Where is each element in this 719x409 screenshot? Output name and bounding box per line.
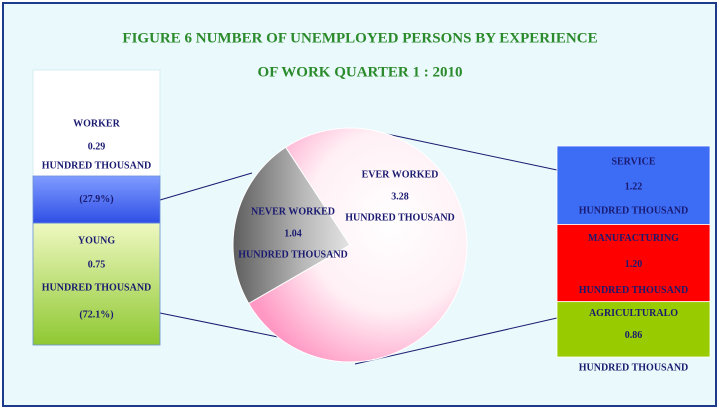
chart-title: FIGURE 6 NUMBER OF UNEMPLOYED PERSONS BY… xyxy=(122,30,597,46)
segment-label: AGRICULTURALO xyxy=(589,308,678,319)
pie-slice xyxy=(247,127,468,363)
segment-percent: (27.9%) xyxy=(79,194,113,205)
segment-value: 0.29 xyxy=(88,141,106,152)
segment-value: 0.75 xyxy=(88,259,106,270)
slice-unit: HUNDRED THOUSAND xyxy=(238,249,348,260)
segment-unit: HUNDRED THOUSAND xyxy=(579,205,689,216)
bar-segment xyxy=(32,222,161,346)
segment-unit: HUNDRED THOUSAND xyxy=(579,362,689,373)
bar-segment xyxy=(556,224,711,303)
bar-segment xyxy=(32,175,161,224)
slice-label: NEVER WORKED xyxy=(251,206,335,217)
slice-unit: HUNDRED THOUSAND xyxy=(345,212,455,223)
segment-label: YOUNG xyxy=(78,235,115,246)
segment-unit: HUNDRED THOUSAND xyxy=(42,282,152,293)
connector xyxy=(381,132,558,171)
slice-value: 3.28 xyxy=(391,191,409,202)
segment-percent: (72.1%) xyxy=(79,309,113,320)
segment-unit: HUNDRED THOUSAND xyxy=(579,285,689,296)
segment-value: 1.20 xyxy=(625,259,643,270)
segment-label: SERVICE xyxy=(611,156,655,167)
slice-value: 1.04 xyxy=(284,228,302,239)
connector xyxy=(159,312,279,338)
pie-slice xyxy=(232,146,351,305)
chart-title: OF WORK QUARTER 1 : 2010 xyxy=(258,64,463,80)
connector xyxy=(354,317,558,365)
segment-label: WORKER xyxy=(73,118,120,129)
bar-segment xyxy=(556,301,711,358)
bar-segment xyxy=(556,145,711,225)
segment-label: MANUFACTURING xyxy=(588,233,679,244)
segment-value: 1.22 xyxy=(625,181,643,192)
segment-value: 0.86 xyxy=(625,330,643,341)
connector xyxy=(159,172,253,201)
segment-unit: HUNDRED THOUSAND xyxy=(42,160,152,171)
slice-label: EVER WORKED xyxy=(362,169,439,180)
